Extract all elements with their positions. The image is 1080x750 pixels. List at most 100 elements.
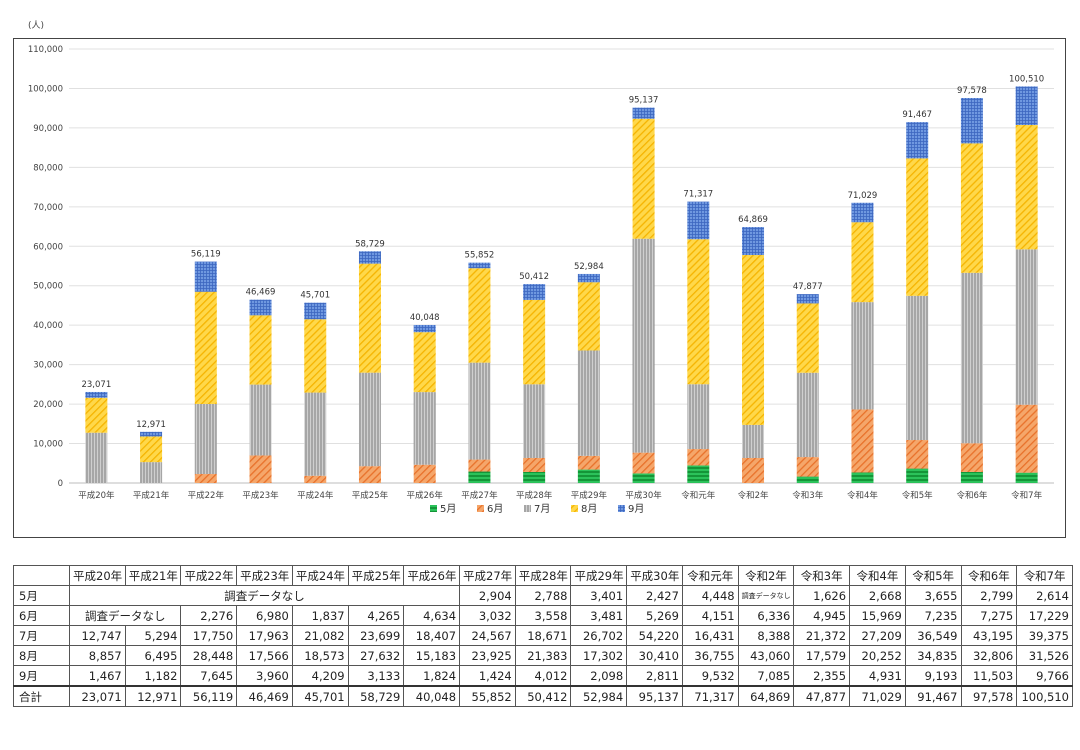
x-tick-label: 令和元年 <box>681 490 716 501</box>
x-tick-label: 平成20年 <box>78 490 115 501</box>
bar-segment-9月 <box>742 227 765 256</box>
bar-segment-9月 <box>468 262 491 269</box>
bar-segment-8月 <box>960 143 983 273</box>
table-cell: 100,510 <box>1016 685 1073 707</box>
legend-label: 7月 <box>534 503 550 515</box>
table-cell: 3,401 <box>570 585 628 606</box>
table-cell: 21,372 <box>793 625 851 646</box>
table-cell: 71,317 <box>681 685 739 707</box>
table-cell: 27,632 <box>347 645 405 666</box>
table-cell: 1,182 <box>124 665 182 687</box>
bar-segment-8月 <box>140 436 163 463</box>
x-tick-label: 平成21年 <box>133 490 170 501</box>
x-tick-label: 令和7年 <box>1011 490 1042 501</box>
y-tick-label: 50,000 <box>33 282 63 292</box>
x-tick-label: 平成29年 <box>571 490 608 501</box>
total-label: 100,510 <box>1009 74 1044 84</box>
table-cell: 8,857 <box>69 645 126 666</box>
row-label-total: 合計 <box>13 685 70 707</box>
table-cell: 23,699 <box>347 625 405 646</box>
y-tick-label: 80,000 <box>33 163 63 173</box>
bar-segment-7月 <box>632 238 655 453</box>
table-header-cell: 平成20年 <box>69 565 126 586</box>
bar-segment-9月 <box>304 302 327 320</box>
bar-segment-9月 <box>1015 86 1038 125</box>
table-cell: 1,837 <box>291 605 349 626</box>
total-label: 64,869 <box>738 215 768 225</box>
bar-segment-9月 <box>632 107 655 119</box>
table-cell: 2,904 <box>459 585 516 606</box>
table-cell: 39,375 <box>1016 625 1073 646</box>
x-tick-label: 平成28年 <box>516 490 553 501</box>
legend-label: 9月 <box>628 503 644 515</box>
table-cell: 55,852 <box>459 685 516 707</box>
bar-segment-8月 <box>523 299 546 385</box>
y-tick-label: 60,000 <box>33 242 63 252</box>
table-cell: 50,412 <box>514 685 572 707</box>
table-cell: 2,614 <box>1016 585 1073 606</box>
stacked-bar-chart: 0 10,000 20,000 30,000 40,000 50,000 60,000 70,… <box>13 38 1066 538</box>
table-cell: 9,193 <box>904 665 962 687</box>
bar-segment-5月 <box>960 471 983 483</box>
bar-segment-5月 <box>468 471 491 483</box>
table-cell: 4,012 <box>514 665 572 687</box>
table-cell: 4,151 <box>681 605 739 626</box>
bar-segment-6月 <box>413 464 436 483</box>
bar-segment-7月 <box>687 384 710 450</box>
total-label: 58,729 <box>355 239 385 249</box>
legend-swatch <box>524 505 531 512</box>
y-tick-label: 70,000 <box>33 203 63 213</box>
table-header-cell: 平成22年 <box>180 565 238 586</box>
table-cell: 24,567 <box>459 625 516 646</box>
bar-segment-7月 <box>906 295 929 441</box>
table-cell: 1,424 <box>459 665 516 687</box>
table-cell: 52,984 <box>570 685 628 707</box>
bar-segment-6月 <box>1015 404 1038 473</box>
table-cell: 64,869 <box>737 685 795 707</box>
bar-segment-6月 <box>742 458 765 483</box>
bar-segment-7月 <box>796 372 819 458</box>
table-cell: 9,532 <box>681 665 739 687</box>
table-row-may: 5月 調査データなし 2,904 2,788 3,401 2,427 4,448 調査デー… <box>13 585 1073 606</box>
table-cell: 18,573 <box>291 645 349 666</box>
total-label: 50,412 <box>519 272 549 282</box>
table-cell: 4,931 <box>849 665 906 687</box>
x-tick-label: 平成30年 <box>625 490 662 501</box>
bar-segment-9月 <box>687 201 710 240</box>
table-header-cell: 平成21年 <box>124 565 182 586</box>
table-cell: 43,195 <box>960 625 1018 646</box>
x-axis: 平成20年 平成21年 平成22年 平成23年 平成24年 平成25年 平成26年 平成27年… <box>78 490 1042 501</box>
table-header-cell: 平成26年 <box>403 565 461 586</box>
total-labels: 23,071 12,971 56,119 46,469 45,701 58,729 40,0… <box>81 74 1044 429</box>
x-tick-label: 平成25年 <box>352 490 389 501</box>
bar-segment-9月 <box>413 324 436 333</box>
legend-swatch <box>430 505 437 512</box>
y-axis-unit-label: (人) <box>28 21 45 31</box>
bar-segment-8月 <box>742 255 765 425</box>
legend-swatch <box>477 505 484 512</box>
y-tick-label: 90,000 <box>33 124 63 134</box>
table-cell: 16,431 <box>681 625 739 646</box>
bar-segment-8月 <box>577 282 600 351</box>
table-cell: 7,235 <box>904 605 962 626</box>
x-tick-label: 令和3年 <box>792 490 823 501</box>
x-tick-label: 令和5年 <box>902 490 933 501</box>
table-header-cell: 令和2年 <box>737 565 795 586</box>
bar-segment-7月 <box>249 384 272 456</box>
table-header-cell: 令和元年 <box>681 565 739 586</box>
bar-segment-5月 <box>851 472 874 483</box>
table-cell: 34,835 <box>904 645 962 666</box>
table-cell: 71,029 <box>849 685 906 707</box>
x-tick-label: 平成24年 <box>297 490 334 501</box>
bar-segment-7月 <box>523 384 546 458</box>
table-cell: 2,799 <box>960 585 1018 606</box>
total-label: 95,137 <box>629 96 659 106</box>
bar-segment-6月 <box>358 466 381 483</box>
y-tick-label: 20,000 <box>33 400 63 410</box>
table-cell: 4,634 <box>403 605 461 626</box>
gridlines <box>69 48 1054 484</box>
bar-segment-8月 <box>249 315 272 385</box>
bar-segment-7月 <box>742 424 765 459</box>
bar-segment-7月 <box>85 432 108 483</box>
table-cell: 30,410 <box>626 645 683 666</box>
